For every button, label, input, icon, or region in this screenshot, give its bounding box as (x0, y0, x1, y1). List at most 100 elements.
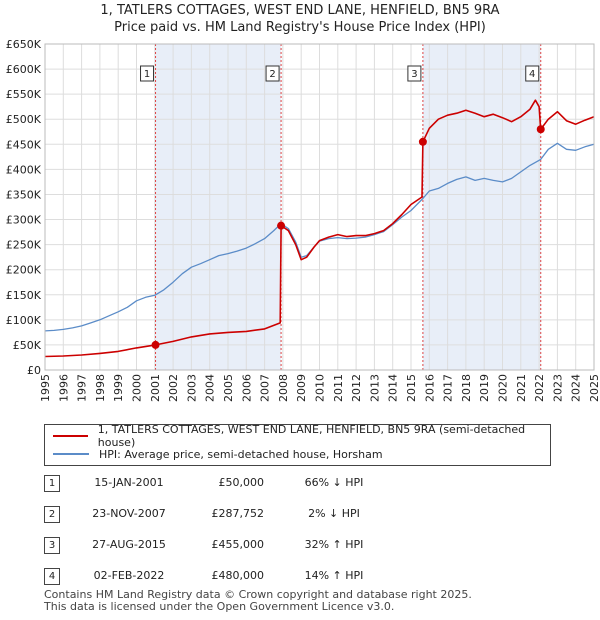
y-tick-label: £400K (6, 163, 42, 176)
x-tick-label: 2012 (350, 374, 363, 402)
sale-point (151, 340, 160, 349)
sale-point (418, 137, 427, 146)
transaction-number: 3 (44, 537, 60, 554)
x-tick-label: 2013 (368, 374, 381, 402)
y-tick-label: £600K (6, 63, 42, 76)
x-tick-label: 2006 (240, 374, 253, 402)
x-tick-label: 2025 (588, 374, 600, 402)
shaded-period (155, 44, 282, 370)
footer-line1: Contains HM Land Registry data © Crown c… (44, 588, 472, 601)
transactions-table: 1 15-JAN-2001 £50,000 66% ↓ HPI 2 23-NOV… (44, 472, 544, 596)
y-tick-label: £50K (13, 339, 42, 352)
chart-title-line2: Price paid vs. HM Land Registry's House … (114, 20, 486, 35)
transaction-date: 27-AUG-2015 (92, 538, 166, 551)
transaction-hpi-diff: 32% ↑ HPI (304, 538, 364, 551)
shaded-periods (155, 44, 541, 370)
sale-marker-label: 2 (269, 69, 275, 80)
transaction-price: £455,000 (211, 538, 265, 551)
y-tick-label: £100K (6, 314, 42, 327)
x-tick-label: 2020 (497, 374, 510, 402)
x-tick-label: 2014 (387, 374, 400, 402)
x-tick-label: 2009 (295, 374, 308, 402)
x-tick-label: 2008 (277, 374, 290, 402)
legend-swatch-property (53, 435, 88, 437)
y-axis-ticks: £0 £50K £100K £150K £200K £250K £300K £350K £400… (6, 38, 42, 377)
y-tick-label: £300K (6, 214, 42, 227)
transaction-number: 1 (44, 475, 60, 492)
sale-markers: 1 2 3 4 (140, 65, 540, 82)
x-tick-label: 2019 (478, 374, 491, 402)
transaction-date: 23-NOV-2007 (92, 507, 166, 520)
legend: 1, TATLERS COTTAGES, WEST END LANE, HENF… (44, 423, 551, 466)
legend-label-property: 1, TATLERS COTTAGES, WEST END LANE, HENF… (97, 423, 526, 449)
y-tick-label: £250K (6, 239, 42, 252)
footer-line2: This data is licensed under the Open Gov… (44, 600, 395, 613)
transaction-hpi-diff: 14% ↑ HPI (304, 569, 364, 582)
transaction-date: 15-JAN-2001 (94, 476, 164, 489)
transaction-row: 1 15-JAN-2001 £50,000 66% ↓ HPI (44, 472, 544, 503)
legend-label-hpi: HPI: Average price, semi-detached house,… (99, 447, 383, 461)
transaction-price: £50,000 (218, 476, 265, 489)
legend-item-hpi: HPI: Average price, semi-detached house,… (53, 446, 383, 462)
sale-marker-box (525, 65, 540, 82)
x-tick-label: 2000 (131, 374, 144, 402)
sale-marker-label: 4 (529, 69, 535, 80)
x-tick-label: 2016 (423, 374, 436, 402)
x-tick-label: 2005 (222, 374, 235, 402)
sale-points (151, 125, 545, 349)
x-tick-label: 2017 (442, 374, 455, 402)
transaction-number: 2 (44, 506, 60, 523)
transaction-hpi-diff: 2% ↓ HPI (308, 507, 360, 520)
y-tick-label: £500K (6, 113, 42, 126)
x-tick-label: 2010 (314, 374, 327, 402)
x-tick-label: 2018 (460, 374, 473, 402)
x-tick-label: 2003 (185, 374, 198, 402)
plot-frame (44, 43, 595, 371)
x-axis-ticks: 1995 1996 1997 1998 1999 2000 2001 2002 2003 2004… (39, 374, 600, 402)
footer: Contains HM Land Registry data © Crown c… (44, 589, 472, 613)
x-tick-label: 2023 (551, 374, 564, 402)
y-tick-label: £650K (6, 38, 42, 51)
sale-marker-box (407, 65, 422, 82)
transaction-date: 02-FEB-2022 (93, 569, 165, 582)
transaction-row: 3 27-AUG-2015 £455,000 32% ↑ HPI (44, 534, 544, 565)
x-tick-label: 2002 (167, 374, 180, 402)
chart-title-line1: 1, TATLERS COTTAGES, WEST END LANE, HENF… (100, 3, 500, 18)
sale-marker-label: 1 (144, 69, 150, 80)
sale-point (277, 221, 286, 230)
y-tick-label: £150K (6, 289, 42, 302)
y-tick-label: £550K (6, 88, 42, 101)
property-price-line (44, 99, 595, 358)
sale-marker-label: 3 (411, 69, 417, 80)
y-tick-label: £450K (6, 138, 42, 151)
x-tick-label: 1995 (39, 374, 52, 402)
transaction-row: 2 23-NOV-2007 £287,752 2% ↓ HPI (44, 503, 544, 534)
x-tick-label: 2004 (204, 374, 217, 402)
transaction-price: £480,000 (211, 569, 265, 582)
x-tick-label: 1999 (112, 374, 125, 402)
sale-marker-box (265, 65, 280, 82)
shaded-period (422, 44, 541, 370)
grid (44, 43, 595, 371)
x-tick-label: 2001 (149, 374, 162, 402)
x-tick-label: 2011 (332, 374, 345, 402)
x-tick-label: 2007 (259, 374, 272, 402)
transaction-hpi-diff: 66% ↓ HPI (304, 476, 364, 489)
y-tick-label: £350K (6, 188, 42, 201)
x-tick-label: 1998 (94, 374, 107, 402)
x-tick-label: 1996 (57, 374, 70, 402)
y-tick-label: £200K (6, 264, 42, 277)
transaction-row: 4 02-FEB-2022 £480,000 14% ↑ HPI (44, 565, 544, 596)
transaction-number: 4 (44, 568, 60, 585)
x-tick-label: 2021 (515, 374, 528, 402)
series-lines (44, 99, 595, 358)
x-tick-label: 2022 (533, 374, 546, 402)
x-tick-label: 2024 (570, 374, 583, 402)
x-tick-label: 1997 (76, 374, 89, 402)
legend-swatch-hpi (53, 453, 89, 455)
transaction-price: £287,752 (211, 507, 265, 520)
y-tick-label: £0 (27, 364, 41, 377)
legend-item-property: 1, TATLERS COTTAGES, WEST END LANE, HENF… (53, 423, 550, 449)
price-chart: 1 2 3 4 £0 £50K £100K £150K £200K £250K £300K £350… (6, 38, 600, 402)
sale-point (536, 125, 545, 134)
